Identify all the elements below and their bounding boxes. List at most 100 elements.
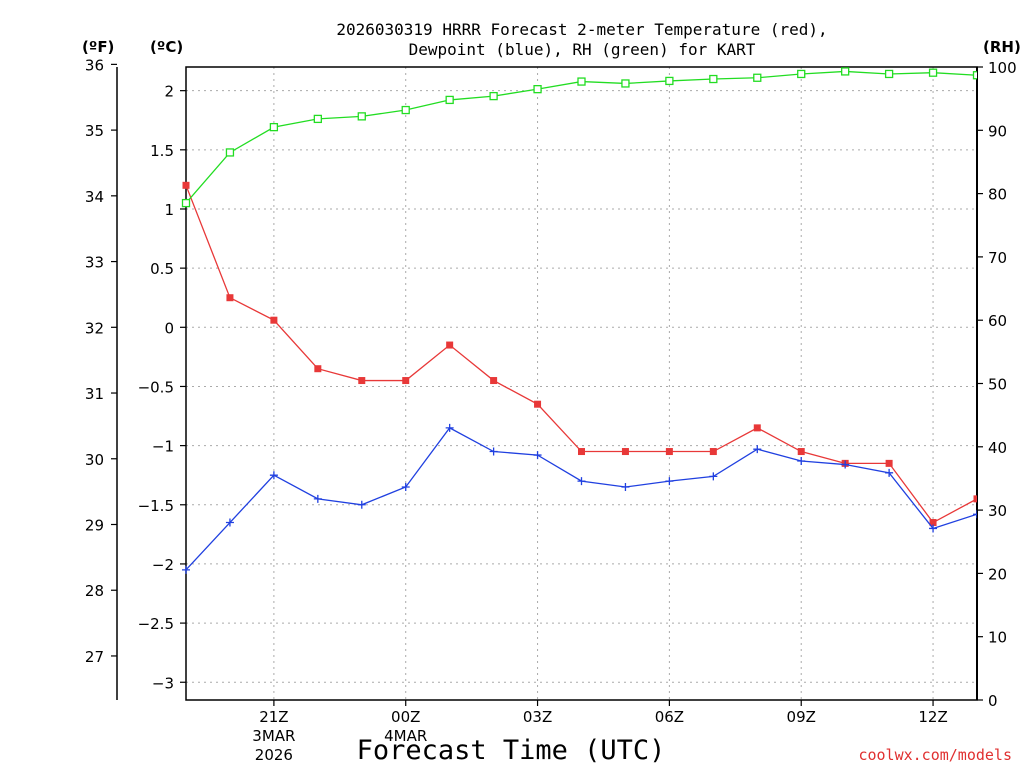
celsius-tick-label: −1	[152, 438, 174, 456]
rh-point	[313, 114, 322, 124]
temperature-point	[621, 448, 629, 456]
dewpoint-point	[225, 518, 234, 527]
dewpoint-point	[445, 423, 454, 432]
x-tick-label: 09Z	[787, 708, 816, 726]
rh-tick-label: 20	[988, 565, 1007, 583]
dewpoint-point	[182, 565, 190, 574]
rh-point	[972, 71, 977, 80]
rh-tick-label: 0	[988, 692, 998, 710]
fahrenheit-tick-label: 36	[85, 56, 104, 74]
rh-point	[709, 74, 718, 84]
rh-tick-label: 60	[988, 312, 1007, 330]
dewpoint-point	[313, 494, 322, 503]
temperature-point	[753, 424, 761, 432]
rh-point	[577, 77, 586, 86]
rh-tick-label: 90	[988, 122, 1007, 140]
celsius-tick-label: −3	[152, 674, 174, 692]
rh-point	[489, 91, 498, 101]
celsius-tick-label: 1.5	[150, 142, 174, 160]
rh-tick-label: 40	[988, 439, 1007, 457]
rh-point	[928, 68, 938, 77]
temperature-point	[490, 377, 498, 385]
dewpoint-point	[929, 524, 938, 533]
dewpoint-point	[709, 472, 718, 481]
celsius-tick-label: 0.5	[150, 260, 174, 278]
temperature-point	[578, 448, 585, 456]
rh-point	[665, 76, 674, 86]
fahrenheit-tick-label: 27	[85, 648, 104, 666]
celsius-tick-label: 2	[164, 83, 174, 101]
temperature-point	[709, 448, 717, 456]
x-tick-label: 21Z	[259, 708, 288, 726]
x-tick-label: 12Z	[918, 708, 947, 726]
fahrenheit-unit-label: (ºF)	[82, 38, 114, 56]
rh-point	[269, 122, 279, 132]
temperature-point	[358, 377, 366, 385]
fahrenheit-tick-label: 29	[85, 516, 104, 534]
rh-unit-label: (RH)	[983, 38, 1021, 56]
rh-point	[753, 73, 762, 82]
temperature-point	[402, 377, 410, 385]
celsius-tick-label: 0	[164, 319, 174, 337]
rh-point	[181, 198, 191, 208]
dewpoint-point	[357, 500, 366, 509]
rh-point	[884, 69, 894, 79]
rh-point	[357, 112, 366, 121]
temperature-point	[446, 341, 454, 349]
dewpoint-point	[973, 510, 977, 519]
x-tick-sublabel-year: 2026	[255, 746, 293, 764]
rh-tick-label: 50	[988, 376, 1007, 394]
fahrenheit-tick-label: 30	[85, 451, 104, 469]
rh-tick-label: 30	[988, 502, 1007, 520]
celsius-tick-label: −1.5	[138, 497, 174, 515]
fahrenheit-tick-label: 35	[85, 122, 104, 140]
dewpoint-point	[797, 456, 806, 465]
dewpoint-point	[577, 477, 586, 486]
celsius-tick-label: −0.5	[138, 378, 174, 396]
celsius-unit-label: (ºC)	[150, 38, 183, 56]
x-tick-sublabel-date: 4MAR	[384, 727, 427, 745]
grid	[186, 67, 977, 700]
celsius-tick-label: 1	[164, 201, 174, 219]
rh-point	[533, 85, 542, 94]
rh-point	[401, 105, 410, 115]
series-layer	[181, 67, 977, 574]
fahrenheit-tick-label: 28	[85, 582, 104, 600]
rh-point	[841, 67, 850, 76]
temperature-point	[973, 495, 977, 503]
x-tick-label: 03Z	[523, 708, 552, 726]
dewpoint-point	[533, 451, 542, 460]
temperature-point	[270, 316, 278, 324]
rh-tick-label: 100	[988, 59, 1017, 77]
dewpoint-point	[753, 445, 762, 454]
dewpoint-point	[841, 460, 850, 469]
x-tick-label: 00Z	[391, 708, 420, 726]
celsius-tick-label: −2	[152, 556, 174, 574]
x-tick-label: 06Z	[655, 708, 684, 726]
dewpoint-point	[885, 468, 894, 477]
temperature-line	[185, 185, 977, 524]
rh-tick-label: 10	[988, 629, 1007, 647]
rh-axis: 0 10 20 30 40 50 60 70 80 90 100	[977, 59, 1017, 710]
temperature-point	[797, 448, 805, 456]
chart-title-line1: 2026030319 HRRR Forecast 2-meter Tempera…	[336, 20, 827, 39]
fahrenheit-axis: 27 28 29 30 31 32 33 34 35 36	[85, 56, 117, 666]
chart-title-line2: Dewpoint (blue), RH (green) for KART	[409, 40, 756, 59]
celsius-tick-label: −2.5	[138, 615, 174, 633]
plot-frame	[185, 66, 978, 701]
fahrenheit-tick-label: 32	[85, 319, 104, 337]
rh-tick-label: 80	[988, 186, 1007, 204]
x-axis-title: Forecast Time (UTC)	[357, 735, 666, 766]
x-tick-sublabel-date: 3MAR	[252, 727, 295, 745]
dewpoint-point	[401, 483, 410, 492]
celsius-axis: −3 −2.5 −2 −1.5 −1 −0.5 0 0.5 1 1.5 2	[138, 83, 186, 692]
dewpoint-point	[489, 447, 498, 456]
dewpoint-point	[621, 483, 630, 492]
dewpoint-point	[269, 471, 278, 480]
fahrenheit-tick-label: 33	[85, 254, 104, 272]
credit-link[interactable]: coolwx.com/models	[858, 746, 1012, 764]
rh-point	[621, 79, 630, 88]
rh-point	[797, 69, 806, 79]
temperature-point	[226, 294, 234, 302]
